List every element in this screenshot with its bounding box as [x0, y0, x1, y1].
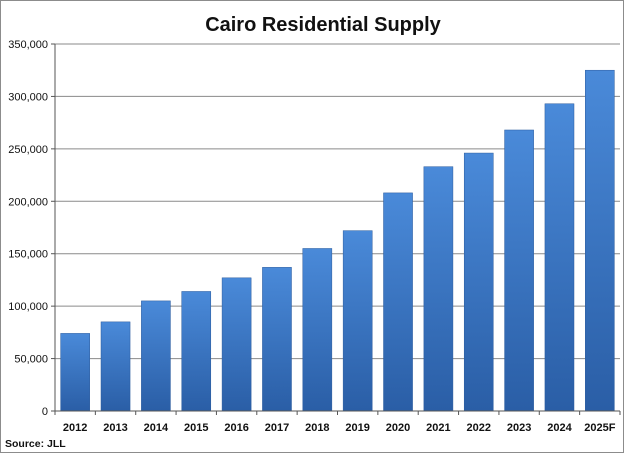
- y-tick-label: 100,000: [8, 301, 48, 313]
- bar-2013: [100, 321, 131, 412]
- x-tick-label: 2025F: [584, 422, 615, 434]
- y-tick-label: 0: [42, 406, 48, 418]
- x-tick-label: 2015: [184, 422, 208, 434]
- axes: [54, 44, 620, 412]
- y-axis-ticks: 0 50,000 100,000 150,000 200,000 250,000 300,0…: [8, 39, 55, 418]
- y-tick-label: 350,000: [8, 39, 48, 51]
- bars: [60, 69, 615, 412]
- x-tick-label: 2023: [507, 422, 531, 434]
- bar-2020: [383, 192, 413, 412]
- bar-2024: [544, 103, 575, 412]
- y-tick-label: 50,000: [14, 354, 48, 366]
- x-tick-label: 2017: [265, 422, 289, 434]
- y-tick-label: 250,000: [8, 144, 48, 156]
- source-note: Source: JLL: [5, 438, 66, 450]
- y-tick-label: 150,000: [8, 249, 48, 261]
- x-tick-label: 2020: [386, 422, 410, 434]
- x-tick-label: 2021: [426, 422, 450, 434]
- x-tick-label: 2019: [345, 422, 369, 434]
- x-tick-label: 2013: [103, 422, 127, 434]
- bar-2025F: [585, 69, 615, 412]
- x-tick-label: 2012: [63, 422, 87, 434]
- bar-2016: [221, 277, 252, 412]
- chart-title: Cairo Residential Supply: [205, 14, 441, 36]
- x-tick-label: 2016: [224, 422, 248, 434]
- x-tick-label: 2014: [144, 422, 169, 434]
- gridlines: [55, 43, 620, 360]
- bar-2019: [342, 230, 373, 412]
- y-tick-label: 300,000: [8, 91, 48, 103]
- y-tick-label: 200,000: [8, 196, 48, 208]
- x-tick-label: 2024: [547, 422, 572, 434]
- bar-2015: [181, 291, 212, 412]
- bar-2022: [463, 152, 494, 412]
- bar-2018: [302, 248, 333, 412]
- bar-2021: [423, 166, 454, 412]
- x-tick-label: 2022: [467, 422, 491, 434]
- bar-2023: [504, 129, 534, 412]
- x-tick-label: 2018: [305, 422, 329, 434]
- bar-2014: [141, 300, 171, 412]
- bar-2017: [262, 267, 292, 412]
- x-axis-ticks: 2012 2013 2014 2015 2016 2017 2018 2019 2020 2021…: [54, 411, 621, 434]
- bar-2012: [60, 333, 90, 412]
